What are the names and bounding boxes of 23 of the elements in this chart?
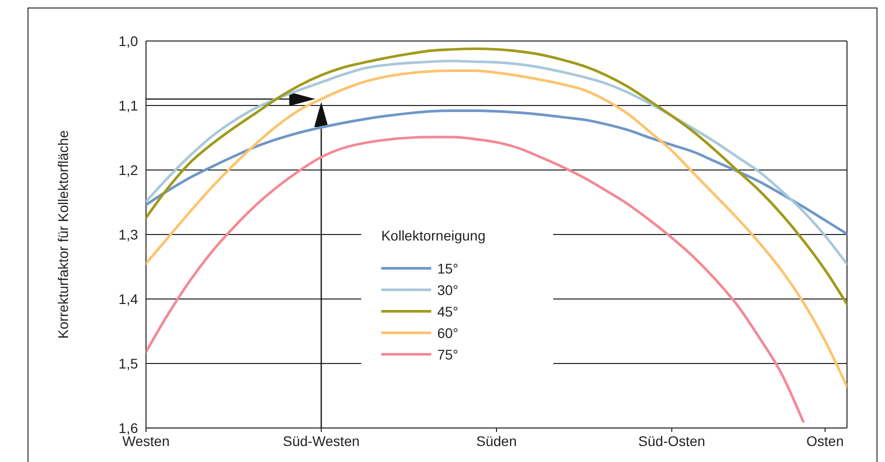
line-series <box>146 47 847 306</box>
legend-label: 60° <box>437 324 458 341</box>
y-tick-label: 1,2 <box>118 162 138 178</box>
line-series <box>146 69 847 388</box>
x-tick-label: Osten <box>806 433 844 449</box>
legend-label: 15° <box>437 260 458 276</box>
x-tick-label: Süd-Westen <box>282 433 360 449</box>
x-tick-label: Süd-Osten <box>638 433 706 449</box>
y-tick-label: 1,5 <box>118 356 138 372</box>
legend-label: 75° <box>437 346 458 362</box>
line-series <box>146 136 804 423</box>
y-axis-title: Korrekturfaktor für Kollektorfläche <box>55 130 71 339</box>
x-tick-label: Westen <box>122 433 170 449</box>
y-tick-label: 1,1 <box>118 98 138 114</box>
y-tick-label: 1,6 <box>118 420 138 436</box>
y-tick-label: 1,0 <box>118 33 138 49</box>
line-series <box>146 60 847 266</box>
x-tick-label: Süden <box>476 433 517 449</box>
legend-label: 45° <box>437 303 458 320</box>
y-tick-label: 1,3 <box>118 226 138 242</box>
legend-title: Kollektorneigung <box>381 227 486 244</box>
legend-label: 30° <box>437 282 458 298</box>
y-tick-label: 1,4 <box>118 291 138 307</box>
